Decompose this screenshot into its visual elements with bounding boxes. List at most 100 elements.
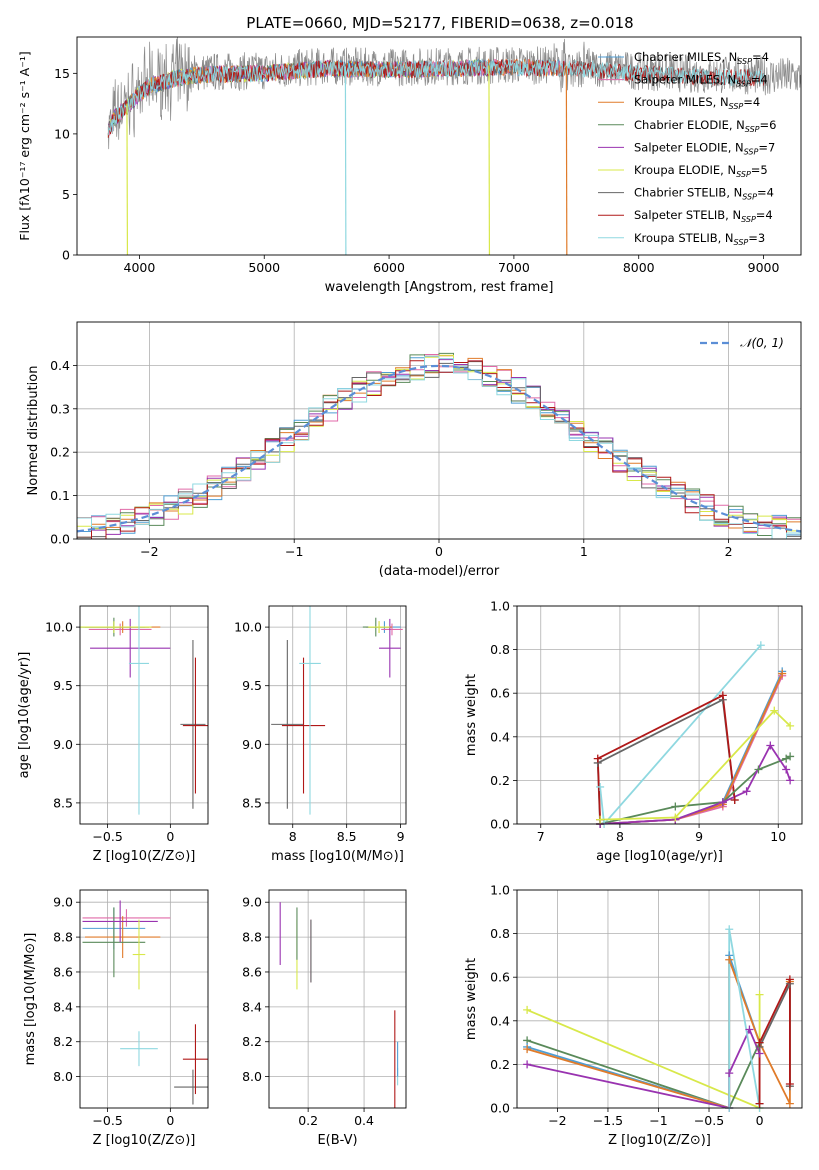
plot-area bbox=[77, 352, 801, 539]
mass-weight-line bbox=[526, 1027, 761, 1108]
x-axis-label: Z [log10(Z/Z⊙)] bbox=[93, 1133, 196, 1148]
mass-weight-marker bbox=[725, 1069, 734, 1078]
y-tick-label: 0.4 bbox=[50, 358, 70, 373]
mass-weight-marker bbox=[671, 813, 680, 822]
x-tick-label: 7000 bbox=[498, 260, 530, 275]
legend-label: Salpeter STELIB, NSSP=4 bbox=[634, 208, 773, 224]
x-tick-label: 9000 bbox=[748, 260, 780, 275]
mass-weight-line bbox=[600, 675, 784, 824]
panel-mass-weight-vs-age: 7 8 9 10 0.0 0.2 0.4 0.6 0.8 1.0 age [log10(age/yr… bbox=[464, 599, 803, 864]
y-tick-label: 10.0 bbox=[234, 620, 262, 635]
plot-area bbox=[279, 902, 399, 1108]
mass-weight-line bbox=[600, 743, 791, 824]
y-tick-label: 10.0 bbox=[45, 620, 73, 635]
y-tick-label: 0.8 bbox=[490, 926, 510, 941]
legend: 𝒩(0, 1) bbox=[700, 336, 784, 350]
y-tick-label: 0 bbox=[62, 248, 70, 263]
x-tick-label: 8 bbox=[289, 829, 297, 844]
y-tick-label: 9.0 bbox=[53, 737, 73, 752]
x-tick-label: −2 bbox=[140, 544, 158, 559]
mass-weight-marker bbox=[786, 721, 795, 730]
x-tick-label: 2 bbox=[725, 544, 733, 559]
y-tick-label: 5 bbox=[62, 187, 70, 202]
y-tick-label: 8.6 bbox=[53, 964, 73, 979]
x-tick-label: 1 bbox=[580, 544, 588, 559]
residual-histogram bbox=[77, 355, 801, 539]
panel-age-vs-mass: 8 8.5 9 8.5 9.0 9.5 10.0 mass [log10(M/M⊙)] bbox=[234, 605, 407, 864]
x-tick-label: 0.2 bbox=[298, 1113, 318, 1128]
mass-weight-marker bbox=[754, 765, 763, 774]
x-tick-label: −2 bbox=[548, 1113, 566, 1128]
mass-weight-line bbox=[600, 709, 791, 821]
legend-label: Chabrier MILES, NSSP=4 bbox=[634, 50, 769, 66]
mass-weight-line bbox=[526, 955, 761, 1108]
y-tick-label: 0.2 bbox=[490, 773, 510, 788]
legend-label: Kroupa MILES, NSSP=4 bbox=[634, 95, 760, 111]
legend-label: Salpeter ELODIE, NSSP=7 bbox=[634, 140, 775, 156]
mass-weight-marker bbox=[523, 1005, 532, 1014]
panel-age-vs-Z: −0.5 0 8.5 9.0 9.5 10.0 Z [log10(Z/Z⊙)] age [lo… bbox=[17, 605, 209, 864]
x-tick-label: 5000 bbox=[248, 260, 280, 275]
panel-spectrum: 4000 5000 6000 7000 8000 9000 0 5 10 15 wavelength… bbox=[17, 36, 802, 295]
legend-label: 𝒩(0, 1) bbox=[740, 336, 784, 350]
y-tick-label: 8.2 bbox=[53, 1034, 73, 1049]
mass-weight-line bbox=[599, 644, 762, 824]
y-axis-label: mass [log10(M/M⊙)] bbox=[23, 933, 38, 1066]
mass-weight-marker bbox=[596, 815, 605, 824]
x-tick-label: 8 bbox=[616, 829, 624, 844]
plot-area bbox=[271, 606, 403, 815]
axes-frame bbox=[268, 605, 407, 825]
x-tick-label: 4000 bbox=[124, 260, 156, 275]
y-tick-label: 8.4 bbox=[242, 999, 262, 1014]
panel-mass-vs-EBV: 0.2 0.4 8.0 8.2 8.4 8.6 8.8 9.0 E(B-V) bbox=[242, 889, 407, 1148]
legend-label: Kroupa ELODIE, NSSP=5 bbox=[634, 163, 768, 179]
x-axis-label: mass [log10(M/M⊙)] bbox=[271, 849, 404, 864]
mass-weight-marker bbox=[745, 1025, 754, 1034]
x-tick-label: 0.4 bbox=[354, 1113, 374, 1128]
mass-weight-marker bbox=[523, 1045, 532, 1054]
y-tick-label: 8.5 bbox=[242, 795, 262, 810]
mass-weight-marker bbox=[786, 752, 795, 761]
x-tick-label: 0 bbox=[435, 544, 443, 559]
y-tick-label: 8.6 bbox=[242, 964, 262, 979]
x-tick-label: 0 bbox=[166, 1113, 174, 1128]
mass-weight-line bbox=[596, 694, 736, 820]
plot-area bbox=[107, 37, 801, 255]
mass-weight-marker bbox=[593, 754, 602, 763]
y-tick-label: 9.0 bbox=[242, 737, 262, 752]
x-tick-label: 7 bbox=[537, 829, 545, 844]
axes-frame bbox=[516, 605, 803, 825]
panel-mass-weight-vs-Z: −2 −1.5 −1 −0.5 0 0.0 0.2 0.4 0.6 0.8 1.0 Z [log10(… bbox=[464, 883, 803, 1148]
y-axis-label: Flux [fλ10⁻¹⁷ erg cm⁻² s⁻¹ A⁻¹] bbox=[17, 51, 32, 240]
y-tick-label: 9.5 bbox=[53, 678, 73, 693]
x-tick-label: −0.5 bbox=[92, 1113, 122, 1128]
y-tick-label: 0.4 bbox=[490, 729, 510, 744]
mass-weight-line bbox=[758, 979, 791, 1104]
y-tick-label: 0.6 bbox=[490, 686, 510, 701]
axes-frame bbox=[76, 321, 802, 540]
x-tick-label: −0.5 bbox=[92, 829, 122, 844]
mass-weight-marker bbox=[730, 796, 739, 805]
mass-weight-marker bbox=[671, 802, 680, 811]
y-tick-label: 0.2 bbox=[50, 445, 70, 460]
mass-weight-marker bbox=[785, 1080, 794, 1089]
axes-frame bbox=[79, 605, 209, 825]
mass-weight-marker bbox=[778, 669, 787, 678]
x-tick-label: −1.5 bbox=[593, 1113, 623, 1128]
axes-frame bbox=[79, 889, 209, 1109]
mass-weight-marker bbox=[766, 741, 775, 750]
x-tick-label: 8.5 bbox=[337, 829, 357, 844]
axes-frame bbox=[516, 889, 803, 1109]
mass-weight-marker bbox=[596, 782, 605, 791]
x-tick-label: 9 bbox=[695, 829, 703, 844]
y-tick-label: 8.0 bbox=[53, 1069, 73, 1084]
x-axis-label: E(B-V) bbox=[317, 1133, 357, 1148]
mass-weight-marker bbox=[756, 641, 765, 650]
y-tick-label: 15 bbox=[54, 66, 70, 81]
y-tick-label: 0.0 bbox=[490, 817, 510, 832]
mass-weight-marker bbox=[755, 990, 764, 999]
axes-frame bbox=[268, 889, 407, 1109]
x-tick-label: 6000 bbox=[373, 260, 405, 275]
mass-weight-marker bbox=[742, 787, 751, 796]
